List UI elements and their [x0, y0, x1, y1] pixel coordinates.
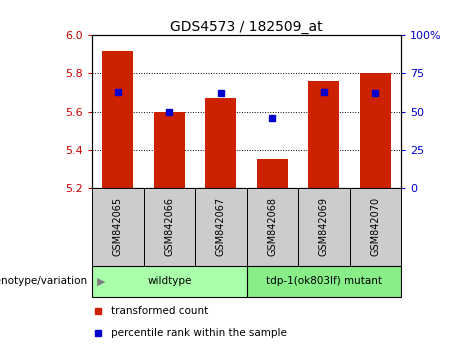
Text: transformed count: transformed count [111, 306, 208, 316]
Text: wildtype: wildtype [147, 276, 192, 286]
Bar [206, 98, 236, 188]
Bar [360, 74, 391, 188]
Text: percentile rank within the sample: percentile rank within the sample [111, 328, 287, 338]
Bar [92, 266, 247, 297]
Text: GSM842068: GSM842068 [267, 197, 278, 256]
Text: tdp-1(ok803lf) mutant: tdp-1(ok803lf) mutant [266, 276, 382, 286]
Bar [154, 112, 185, 188]
Bar [144, 188, 195, 266]
Bar [349, 188, 401, 266]
Text: GSM842070: GSM842070 [370, 197, 380, 256]
Bar [92, 188, 144, 266]
Bar [308, 81, 339, 188]
Text: ▶: ▶ [97, 276, 105, 286]
Bar [102, 51, 133, 188]
Text: GSM842069: GSM842069 [319, 197, 329, 256]
Bar [247, 188, 298, 266]
Text: GSM842067: GSM842067 [216, 197, 226, 256]
Text: GSM842065: GSM842065 [113, 197, 123, 256]
Bar [247, 266, 401, 297]
Bar [257, 159, 288, 188]
Bar [195, 188, 247, 266]
Bar [298, 188, 349, 266]
Text: GSM842066: GSM842066 [165, 197, 174, 256]
Title: GDS4573 / 182509_at: GDS4573 / 182509_at [170, 21, 323, 34]
Text: genotype/variation: genotype/variation [0, 276, 88, 286]
